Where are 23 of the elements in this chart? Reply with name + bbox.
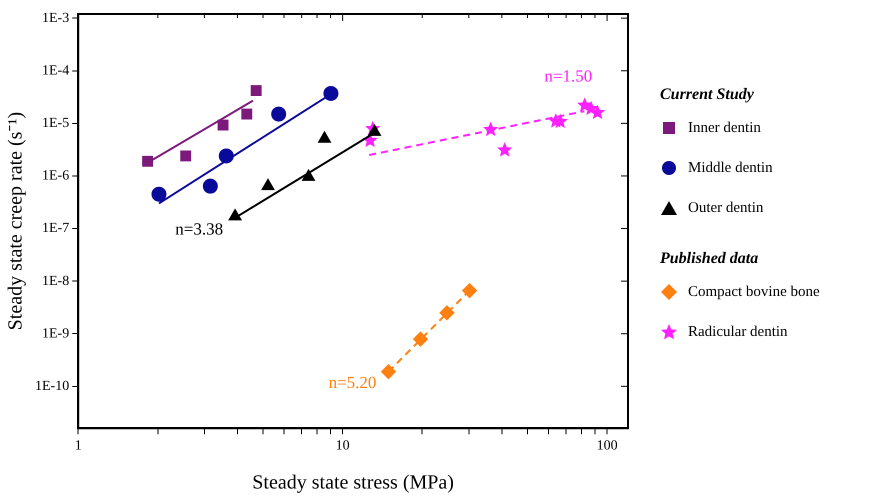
y-tick-label: 1E-3: [42, 10, 70, 26]
y-tick-label: 1E-6: [42, 168, 70, 184]
annotation: n=3.38: [175, 219, 224, 238]
y-tick-label: 1E-5: [42, 116, 70, 132]
y-tick-label: 1E-7: [42, 221, 70, 236]
legend-label: Compact bovine bone: [688, 284, 820, 300]
legend-label: Radicular dentin: [688, 324, 788, 340]
y-tick-label: 1E-9: [42, 326, 70, 342]
y-tick-label: 1E-4: [42, 63, 70, 78]
x-tick-label: 10: [336, 438, 350, 454]
y-axis-title: Steady state creep rate (s⁻¹): [4, 112, 26, 330]
legend-label: Outer dentin: [688, 200, 764, 216]
annotation: n=5.20: [328, 373, 376, 392]
x-axis-title: Steady state stress (MPa): [252, 471, 454, 494]
y-tick-label: 1E-10: [34, 379, 70, 394]
x-tick-label: 100: [596, 438, 618, 454]
legend-label: Middle dentin: [688, 160, 773, 176]
x-tick-label: 1: [74, 438, 82, 454]
legend-title: Current Study: [660, 86, 755, 104]
annotation: n=1.50: [544, 66, 592, 86]
text: Published data: [660, 250, 760, 268]
y-tick-label: 1E-8: [42, 274, 70, 289]
legend-label: Inner dentin: [688, 120, 761, 136]
